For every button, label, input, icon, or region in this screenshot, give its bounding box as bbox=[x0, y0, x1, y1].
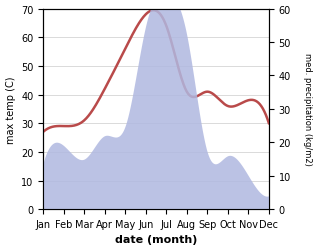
Y-axis label: med. precipitation (kg/m2): med. precipitation (kg/m2) bbox=[303, 53, 313, 166]
X-axis label: date (month): date (month) bbox=[115, 234, 197, 244]
Y-axis label: max temp (C): max temp (C) bbox=[5, 76, 16, 143]
